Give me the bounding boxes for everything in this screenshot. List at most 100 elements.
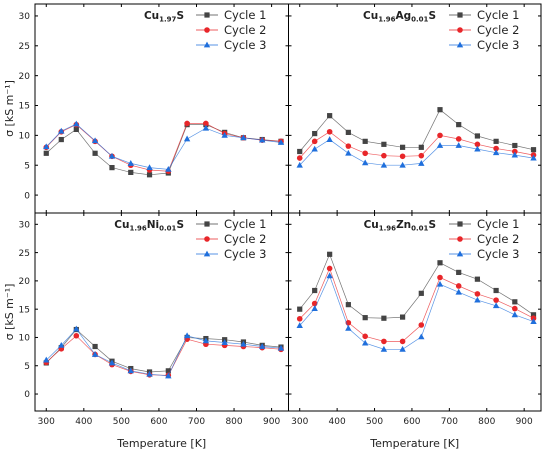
data-point: [493, 145, 499, 152]
data-point: [474, 296, 481, 303]
data-point: [492, 149, 500, 156]
legend-entry: Cycle 2: [224, 232, 266, 246]
x-tick-label: 700: [441, 417, 458, 427]
data-point: [58, 341, 65, 348]
legend-marker: [204, 27, 210, 33]
data-point: [345, 129, 351, 135]
x-tick-label: 900: [516, 417, 533, 427]
series-cycle-2: [296, 265, 537, 345]
data-point: [128, 169, 134, 175]
y-tick-label: 25: [19, 42, 30, 52]
y-tick-label: 30: [19, 12, 31, 22]
data-point: [326, 265, 333, 272]
x-axis-label: Temperature [K]: [116, 437, 206, 450]
data-point: [327, 113, 333, 119]
x-tick-label: 700: [188, 417, 205, 427]
panel-3: 300 400 500 600 700 800 900 0 5 10 15 20 25 30 Cu1.96N…: [3, 212, 289, 450]
series-cycle-3: [296, 136, 537, 168]
legend-marker: [457, 12, 463, 18]
data-point: [183, 135, 191, 142]
data-point: [512, 148, 518, 155]
x-tick-label: 300: [291, 417, 308, 427]
data-point: [297, 306, 303, 312]
x-tick-label: 500: [366, 417, 383, 427]
data-point: [492, 302, 500, 309]
data-point: [455, 136, 462, 142]
data-point: [240, 134, 247, 141]
data-point: [436, 280, 444, 287]
x-tick-label: 500: [113, 417, 130, 427]
data-point: [296, 155, 303, 161]
series-line: [299, 131, 534, 159]
data-point: [92, 343, 98, 350]
data-point: [165, 372, 172, 379]
data-point: [326, 128, 333, 135]
x-tick-label: 300: [38, 417, 55, 427]
y-tick-label: 20: [19, 277, 31, 287]
data-point: [259, 343, 266, 349]
data-point: [437, 132, 443, 139]
data-point: [437, 274, 443, 281]
data-point: [146, 172, 153, 178]
data-point: [221, 339, 228, 345]
x-tick-label: 800: [478, 417, 495, 427]
legend-entry: Cycle 3: [477, 247, 519, 261]
data-point: [474, 276, 481, 282]
data-point: [493, 287, 499, 294]
data-point: [277, 139, 285, 145]
data-point: [474, 291, 481, 297]
data-point: [399, 314, 406, 320]
data-point: [183, 332, 191, 339]
data-point: [362, 150, 368, 157]
data-point: [73, 120, 80, 127]
data-point: [203, 120, 209, 127]
data-point: [456, 269, 462, 275]
series-line: [299, 109, 534, 152]
legend-entry: Cycle 2: [477, 23, 519, 37]
y-tick-label: 0: [24, 191, 30, 201]
data-point: [437, 107, 443, 113]
legend-entry: Cycle 2: [477, 232, 519, 246]
data-point: [277, 344, 285, 351]
data-point: [512, 142, 518, 149]
y-tick-label: 0: [24, 390, 30, 400]
data-point: [108, 359, 116, 366]
series-line: [46, 123, 282, 170]
series-line: [46, 328, 282, 373]
data-point: [296, 322, 303, 328]
legend-marker: [204, 12, 210, 18]
data-point: [58, 127, 65, 134]
data-point: [202, 124, 210, 131]
data-point: [493, 138, 499, 144]
data-point: [361, 159, 369, 166]
legend-entry: Cycle 1: [224, 8, 266, 22]
data-point: [474, 145, 481, 152]
data-point: [311, 145, 318, 152]
panel-frame: [288, 212, 542, 412]
composition-label: Cu1.97S: [144, 10, 184, 24]
series-cycle-2: [43, 120, 284, 174]
data-point: [259, 136, 266, 143]
series-line: [299, 253, 534, 319]
data-point: [418, 290, 424, 296]
x-tick-label: 600: [150, 417, 167, 427]
data-point: [127, 367, 134, 374]
y-tick-label: 15: [19, 305, 30, 315]
data-point: [58, 136, 64, 143]
legend-entry: Cycle 1: [224, 217, 266, 231]
data-point: [91, 351, 99, 357]
data-point: [165, 166, 172, 172]
data-point: [202, 337, 210, 344]
x-tick-label: 600: [403, 417, 420, 427]
y-tick-label: 5: [24, 362, 30, 372]
data-point: [345, 143, 352, 149]
data-point: [108, 152, 116, 159]
data-point: [530, 154, 537, 161]
data-point: [362, 315, 368, 321]
data-point: [436, 142, 444, 148]
series-cycle-1: [297, 251, 537, 321]
